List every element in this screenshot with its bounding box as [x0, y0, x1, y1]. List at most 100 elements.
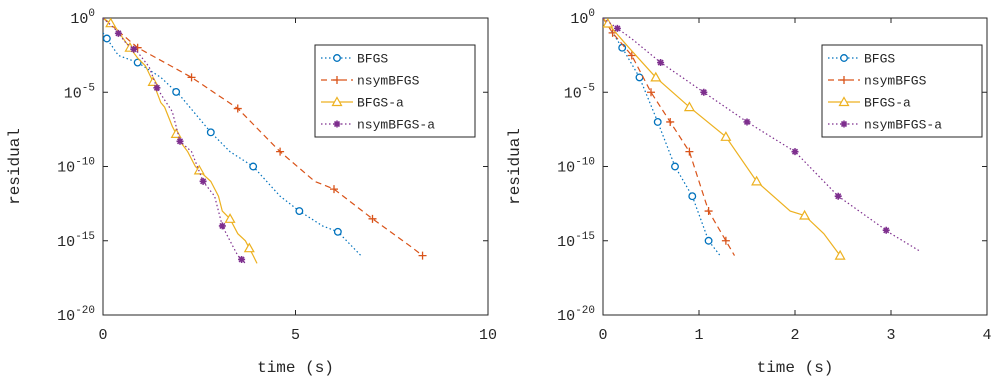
legend-marker [840, 120, 848, 128]
data-point-nsymbfgs-a [130, 45, 138, 53]
data-point-bfgs [333, 227, 342, 236]
y-tick-label: 10-15 [557, 231, 595, 251]
x-tick-label: 0 [98, 327, 107, 344]
data-point-bfgs-a [147, 76, 159, 86]
legend: BFGS nsymBFGS BFGS-a nsymBFGS-a [314, 44, 476, 138]
legend-marker [840, 54, 848, 62]
data-point-bfgs [206, 128, 215, 137]
y-tick-label: 10-20 [57, 305, 95, 325]
right-chart-panel: 0 1 2 3 4 100 10-5 10-10 10-15 10-20 time (s) resid… [506, 8, 992, 377]
x-tick-label: 3 [886, 327, 895, 344]
y-tick-label: 10-5 [564, 82, 595, 102]
data-point-nsymbfgs [418, 251, 427, 260]
data-point-nsymbfgs-a [153, 84, 161, 92]
data-point-nsymbfgs-a [791, 148, 799, 156]
data-point-nsymbfgs-a [657, 59, 665, 67]
data-point-nsymbfgs-a [176, 137, 184, 145]
data-point-nsymbfgs [685, 147, 694, 156]
x-axis-title: time (s) [257, 359, 334, 377]
legend-marker [331, 96, 343, 107]
data-point-bfgs [635, 73, 644, 82]
data-point-bfgs [704, 236, 713, 245]
data-point-bfgs-a [243, 242, 255, 253]
y-axis-title: residual [506, 128, 524, 205]
data-point-bfgs-a [683, 101, 695, 112]
y-tick-label: 100 [570, 8, 595, 28]
legend-label: nsymBFGS-a [864, 118, 942, 133]
y-tick-label: 10-20 [557, 305, 595, 325]
data-point-bfgs-a [751, 175, 763, 186]
data-point-bfgs-a [224, 213, 236, 223]
series-line-nsymbfgs-a [603, 18, 921, 252]
x-axis-title: time (s) [757, 359, 834, 377]
data-point-nsymbfgs [627, 51, 636, 60]
series-line-nsymbfgs [603, 18, 736, 256]
data-point-bfgs [249, 162, 258, 171]
data-point-bfgs [671, 162, 679, 171]
data-point-nsymbfgs [647, 88, 655, 97]
data-point-bfgs-a [834, 249, 846, 260]
data-point-nsymbfgs-a [700, 88, 708, 96]
x-tick-label: 4 [982, 327, 991, 344]
legend-marker [333, 76, 341, 84]
data-point-bfgs [172, 87, 181, 96]
data-point-bfgs [688, 192, 697, 201]
data-point-bfgs-a [720, 131, 732, 141]
legend-box [821, 44, 983, 138]
left-chart-panel: 0 5 10 100 10-5 10-10 10-15 10-20 time (s) residu… [6, 8, 497, 377]
y-axis-title: residual [6, 128, 24, 205]
legend-label: BFGS-a [357, 96, 404, 111]
legend-label: BFGS [357, 52, 388, 67]
legend: BFGS nsymBFGS BFGS-a nsymBFGS-a [821, 44, 983, 138]
data-point-bfgs [295, 207, 304, 215]
legend-label: nsymBFGS [864, 74, 927, 89]
y-tick-label: 10-15 [57, 231, 95, 251]
y-tick-label: 10-10 [57, 157, 95, 177]
data-point-nsymbfgs-a [218, 222, 226, 230]
data-point-bfgs [618, 43, 627, 52]
plot-area [103, 18, 427, 264]
data-point-nsymbfgs-a [238, 255, 246, 263]
series-line-bfgs-a [603, 18, 841, 256]
legend-label: BFGS-a [864, 96, 911, 111]
legend-box [314, 44, 476, 138]
data-point-nsymbfgs-a [743, 118, 751, 126]
data-point-nsymbfgs-a [613, 24, 621, 32]
data-point-nsymbfgs [704, 207, 713, 216]
series-line-bfgs [603, 18, 721, 256]
data-point-bfgs-a [170, 128, 182, 138]
data-point-bfgs [103, 34, 111, 43]
x-tick-label: 5 [291, 327, 300, 344]
legend-label: nsymBFGS-a [357, 118, 435, 133]
data-point-bfgs [653, 117, 662, 126]
data-point-nsymbfgs [330, 185, 338, 194]
legend-label: nsymBFGS [357, 74, 420, 89]
legend-marker [838, 96, 850, 107]
data-point-nsymbfgs [233, 104, 242, 113]
data-point-nsymbfgs [721, 236, 730, 245]
series-line-bfgs [103, 32, 362, 257]
data-point-bfgs-a [105, 18, 117, 28]
y-tick-label: 100 [70, 8, 95, 28]
data-point-nsymbfgs [276, 147, 285, 156]
legend-marker [333, 120, 341, 128]
plot-area [603, 18, 921, 260]
data-point-nsymbfgs [368, 214, 377, 223]
legend-marker [333, 54, 341, 62]
data-point-nsymbfgs-a [199, 177, 207, 185]
data-point-nsymbfgs-a [834, 192, 842, 200]
x-tick-label: 1 [694, 327, 703, 344]
data-point-nsymbfgs [666, 117, 675, 126]
data-point-bfgs-a [799, 209, 811, 220]
x-tick-label: 0 [598, 327, 607, 344]
x-tick-label: 2 [790, 327, 799, 344]
data-point-nsymbfgs [187, 73, 196, 82]
data-point-bfgs-a [650, 71, 662, 82]
x-tick-label: 10 [479, 327, 497, 344]
y-tick-label: 10-10 [557, 157, 595, 177]
data-point-nsymbfgs-a [114, 29, 122, 37]
y-tick-label: 10-5 [64, 82, 95, 102]
legend-label: BFGS [864, 52, 895, 67]
legend-marker [840, 76, 848, 84]
